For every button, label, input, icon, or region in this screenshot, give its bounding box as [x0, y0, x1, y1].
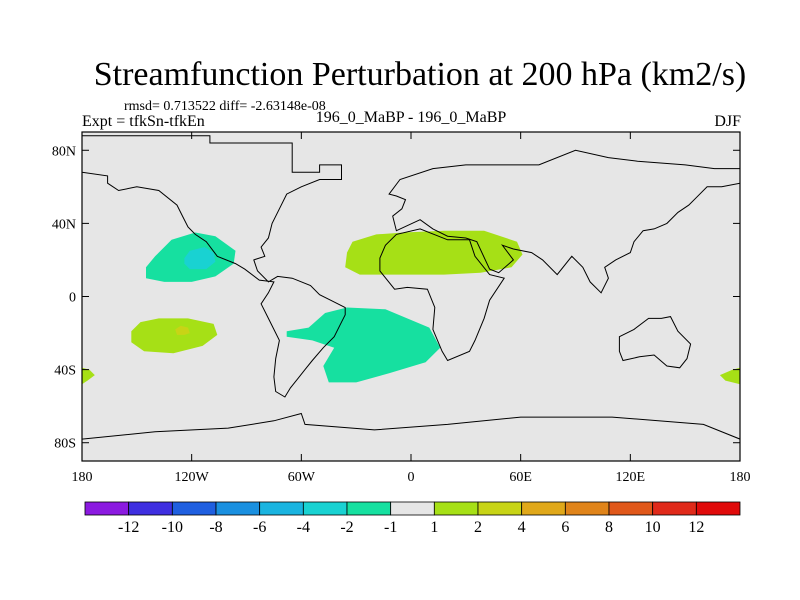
coastline [379, 228, 506, 362]
x-tick-label: 60W [288, 470, 316, 485]
colorbar-swatch [695, 501, 741, 516]
colorbar-label: 8 [605, 519, 613, 536]
colorbar-swatch [302, 501, 348, 516]
anomaly-region [131, 318, 218, 354]
stats-label: rmsd= 0.713522 diff= -2.63148e-08 [124, 99, 326, 114]
colorbar-swatch [171, 501, 217, 516]
colorbar-label: 2 [474, 519, 482, 536]
map-background [82, 132, 740, 461]
x-tick-label: 0 [408, 470, 415, 485]
y-tick-label: 80N [52, 144, 76, 159]
colorbar-label: 6 [561, 519, 569, 536]
chart-title: Streamfunction Perturbation at 200 hPa (… [94, 56, 747, 93]
colorbar-swatch [652, 501, 697, 516]
y-tick-label: 40N [52, 217, 76, 232]
x-tick-label: 180 [730, 470, 751, 485]
colorbar-swatch [259, 501, 304, 516]
colorbar-swatch [346, 501, 392, 516]
colorbar-label: 10 [645, 519, 661, 536]
y-tick-label: 0 [69, 291, 76, 306]
colorbar-swatch [521, 501, 566, 516]
colorbar-label: -12 [118, 519, 139, 536]
season-label: DJF [714, 113, 741, 130]
anomaly-region [175, 325, 190, 335]
anomaly-region [184, 247, 216, 270]
colorbar-label: -8 [209, 519, 222, 536]
colorbar-label: 1 [430, 519, 438, 536]
axis-layer: 180 120W 60W 0 60E 120E 180 80N 40N 0 40S 80S [52, 132, 751, 485]
colorbar-label: -1 [384, 519, 397, 536]
colorbar-label: -2 [340, 519, 353, 536]
colorbar-swatch [128, 501, 173, 516]
x-tick-label: 120W [175, 470, 210, 485]
x-tick-label: 60E [509, 470, 532, 485]
colorbar-label: -4 [297, 519, 310, 536]
anomaly-region [345, 230, 523, 275]
colorbar-label: -6 [253, 519, 266, 536]
y-tick-label: 40S [54, 364, 76, 379]
experiment-label: Expt = tfkSn-tfkEn [82, 113, 205, 130]
colorbar-swatch [433, 501, 479, 516]
colorbar-swatch [215, 501, 261, 516]
coastline [82, 412, 740, 461]
colorbar-swatch [477, 501, 523, 516]
colorbar-swatch [608, 501, 654, 516]
coastline [388, 149, 740, 294]
colorbar: -12 -10 -8 -6 -4 -2 -1 1 2 4 6 8 10 12 [84, 501, 741, 536]
colorbar-label: -10 [162, 519, 183, 536]
colorbar-label: 4 [518, 519, 526, 536]
x-tick-label: 120E [616, 470, 646, 485]
continent-layer [82, 135, 740, 461]
coastline [618, 316, 692, 369]
subtitle-label: 196_0_MaBP - 196_0_MaBP [316, 109, 507, 126]
colorbar-swatch [390, 501, 435, 516]
colorbar-swatch [84, 501, 130, 516]
anomaly-region [82, 367, 95, 385]
anomaly-region [719, 367, 740, 385]
colorbar-swatch [564, 501, 610, 516]
anomaly-region [286, 307, 441, 383]
x-tick-label: 180 [72, 470, 93, 485]
y-tick-label: 80S [54, 437, 76, 452]
colorbar-label: 12 [688, 519, 704, 536]
coastline [82, 135, 346, 398]
